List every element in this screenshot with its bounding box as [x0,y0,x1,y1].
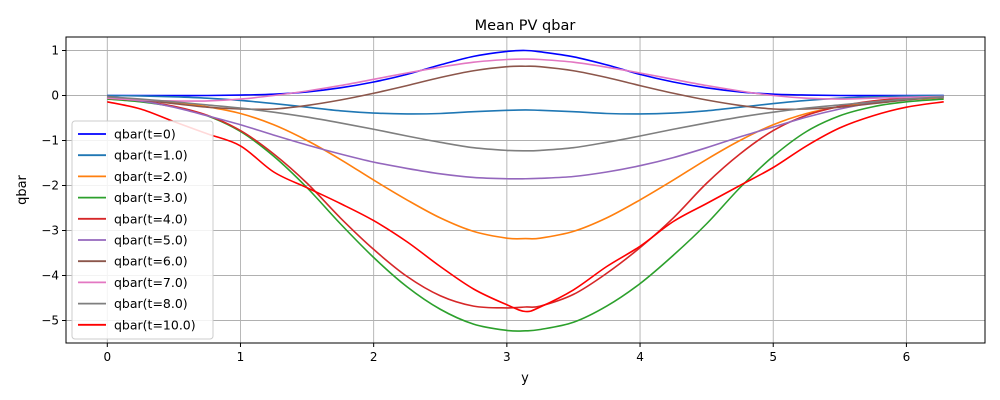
series-line-2 [107,96,944,240]
y-tick-label: −2 [41,179,59,193]
series-line-8 [107,96,944,152]
legend-label: qbar(t=7.0) [114,275,188,290]
x-tick-label: 0 [103,350,111,364]
series-line-3 [107,98,944,332]
x-tick-label: 4 [636,350,644,364]
legend-label: qbar(t=6.0) [114,254,188,269]
x-tick-label: 2 [370,350,378,364]
plot-frame [65,36,986,344]
x-axis-title: y [521,371,529,386]
legend: qbar(t=0) qbar(t=1.0) qbar(t=2.0) qbar(t=3.… [71,120,214,340]
x-tick-label: 6 [903,350,911,364]
legend-label: qbar(t=4.0) [114,211,188,226]
legend-label: qbar(t=10.0) [114,317,196,332]
series-line-4 [107,96,944,309]
series-line-6 [107,65,944,111]
y-tick-label: −5 [41,314,59,328]
series-line-0 [107,49,944,97]
legend-label: qbar(t=8.0) [114,296,188,311]
legend-label: qbar(t=1.0) [114,148,188,163]
legend-label: qbar(t=2.0) [114,169,188,184]
y-tick-label: −4 [41,269,59,283]
y-tick-label: 1 [51,44,59,58]
y-tick-label: −3 [41,224,59,238]
x-tick-label: 3 [503,350,511,364]
legend-label: qbar(t=3.0) [114,190,188,205]
x-tick-label: 1 [237,350,245,364]
y-tick-label: −1 [41,134,59,148]
x-tick-label: 5 [769,350,777,364]
legend-label: qbar(t=5.0) [114,233,188,248]
series-line-9 [107,101,944,313]
series-line-5 [107,96,944,180]
series-line-7 [107,58,944,102]
y-tick-label: 0 [51,89,59,103]
legend-box [71,120,214,340]
legend-label: qbar(t=0) [114,127,176,142]
axis-ticks: 0 1 2 3 4 5 6 −5 −4 −3 −2 −1 0 1 [41,44,910,365]
series-line-1 [107,94,944,115]
chart-title: Mean PV qbar [475,18,576,34]
y-axis-title: qbar [15,174,30,204]
series-layer [107,49,944,332]
